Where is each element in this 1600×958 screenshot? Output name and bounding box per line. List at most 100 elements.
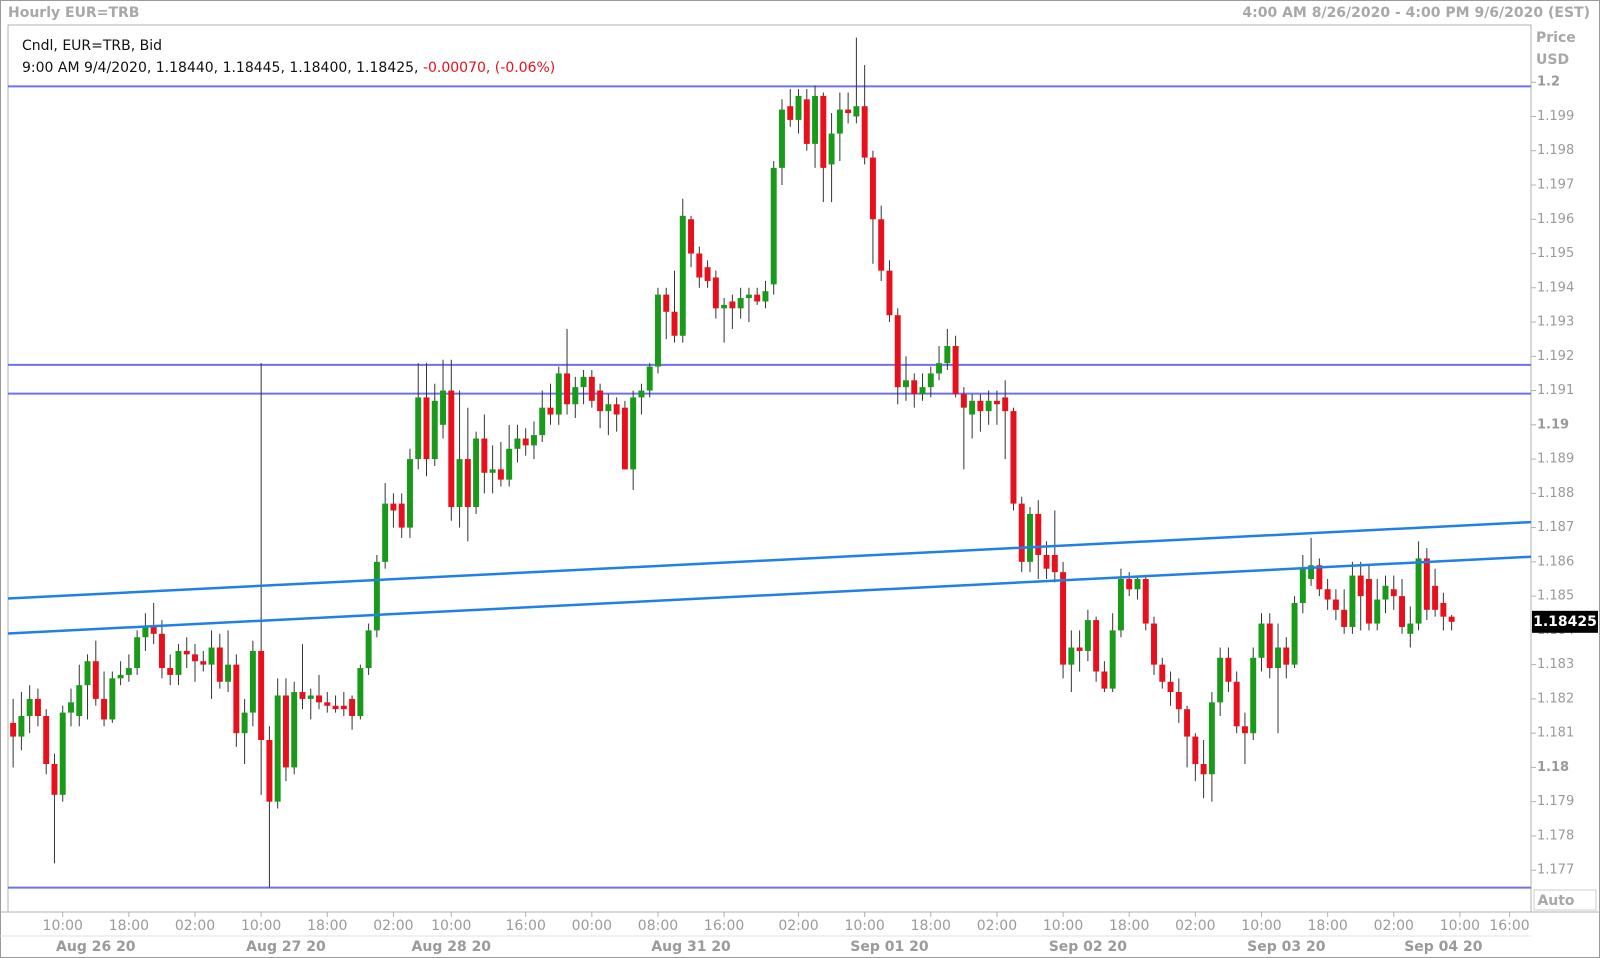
- candle-body: [572, 387, 579, 405]
- x-tick-label: 10:00: [431, 918, 471, 934]
- trend-line: [7, 520, 1532, 600]
- candle-body: [1051, 555, 1058, 573]
- candle-body: [605, 404, 612, 412]
- date-label: Sep 03 20: [1247, 939, 1326, 955]
- candle-body: [1027, 513, 1033, 562]
- candle-body: [547, 407, 554, 415]
- candle-body: [712, 277, 719, 309]
- candle-body: [1142, 578, 1149, 624]
- candle-body: [225, 664, 232, 682]
- candle-body: [1291, 602, 1298, 665]
- candle-body: [26, 698, 33, 717]
- candle-body: [1167, 681, 1174, 693]
- candle-body: [1448, 616, 1455, 622]
- y-tick-label: 1.195: [1537, 246, 1574, 261]
- candle-body: [1010, 411, 1017, 504]
- candle-body: [282, 695, 289, 768]
- candle-body: [853, 106, 860, 117]
- candle-body: [663, 294, 670, 312]
- x-tick-label: 02:00: [977, 918, 1017, 934]
- y-tick-label: 1.178: [1537, 828, 1574, 843]
- x-tick-label: 18:00: [307, 918, 347, 934]
- candle-body: [1134, 578, 1141, 590]
- candle-body: [506, 448, 513, 480]
- candle-body: [59, 712, 66, 795]
- candle-body: [588, 376, 595, 401]
- candle-body: [18, 716, 25, 737]
- y-tick-label: 1.179: [1537, 794, 1574, 809]
- candle-body: [1151, 623, 1157, 665]
- date-label: Aug 28 20: [412, 939, 492, 955]
- candle-body: [489, 469, 496, 473]
- candle-body: [481, 438, 488, 473]
- candle-body: [1043, 555, 1050, 569]
- candle-body: [307, 695, 314, 699]
- candle-body: [373, 561, 380, 631]
- candle-body: [142, 626, 149, 638]
- candle-body: [1035, 513, 1042, 556]
- candle-body: [382, 503, 389, 562]
- candle-body: [828, 133, 835, 165]
- candle-body: [696, 253, 703, 278]
- y-axis-title: Price: [1536, 30, 1576, 46]
- candle-body: [795, 95, 802, 120]
- y-tick-label: 1.199: [1537, 109, 1574, 124]
- candle-body: [390, 503, 397, 511]
- y-tick-label: 1.198: [1537, 143, 1574, 158]
- candle-body: [779, 109, 785, 168]
- candle-body: [1349, 575, 1356, 627]
- candle-body: [464, 459, 471, 508]
- candle-body: [1440, 602, 1447, 617]
- candle-body: [1266, 623, 1273, 669]
- candle-body: [539, 407, 546, 436]
- candle-body: [1399, 596, 1406, 627]
- candle-body: [530, 435, 537, 446]
- scale-mode[interactable]: Auto: [1537, 893, 1574, 909]
- y-tick-label: 1.194: [1537, 280, 1574, 295]
- y-tick-label: 1.189: [1537, 452, 1574, 467]
- candle-body: [109, 678, 116, 720]
- candle-body: [299, 692, 306, 699]
- candle-body: [158, 633, 165, 669]
- candle-body: [249, 650, 256, 713]
- candle-body: [406, 459, 413, 528]
- y-tick-label: 1.185: [1537, 589, 1574, 604]
- candle-body: [34, 698, 41, 717]
- candle-body: [1299, 568, 1306, 603]
- candle-body: [125, 668, 132, 675]
- candle-body: [1250, 657, 1257, 734]
- y-tick-label: 1.192: [1537, 349, 1574, 364]
- candle-body: [10, 722, 17, 737]
- candle-body: [688, 219, 695, 254]
- candle-body: [886, 270, 893, 316]
- candle-body: [555, 373, 562, 415]
- candle-body: [878, 219, 885, 271]
- x-tick-label: 16:00: [1489, 918, 1529, 934]
- candle-body: [985, 400, 992, 412]
- candle-body: [919, 387, 926, 394]
- x-tick-label: 18:00: [1307, 918, 1347, 934]
- candle-body: [903, 380, 909, 388]
- date-label: Aug 26 20: [56, 939, 136, 955]
- candle-body: [977, 400, 984, 412]
- candle-body: [960, 393, 967, 408]
- candle-body: [340, 705, 347, 710]
- candle-body: [936, 363, 943, 374]
- candle-body: [266, 740, 273, 802]
- scale-button[interactable]: [1533, 889, 1597, 911]
- x-tick-label: 02:00: [1374, 918, 1414, 934]
- x-tick-label: 10:00: [1043, 918, 1083, 934]
- candle-body: [869, 157, 876, 220]
- candle-body: [671, 311, 678, 336]
- candle-body: [274, 695, 281, 802]
- x-tick-label: 10:00: [1440, 918, 1480, 934]
- candle-body: [911, 380, 918, 394]
- candle-body: [1241, 726, 1248, 734]
- candle-body: [1101, 671, 1108, 689]
- candle-body: [43, 716, 50, 764]
- candle-body: [1332, 599, 1339, 610]
- candle-body: [1324, 589, 1331, 600]
- y-tick-label: 1.193: [1537, 315, 1574, 330]
- candle-body: [597, 390, 604, 412]
